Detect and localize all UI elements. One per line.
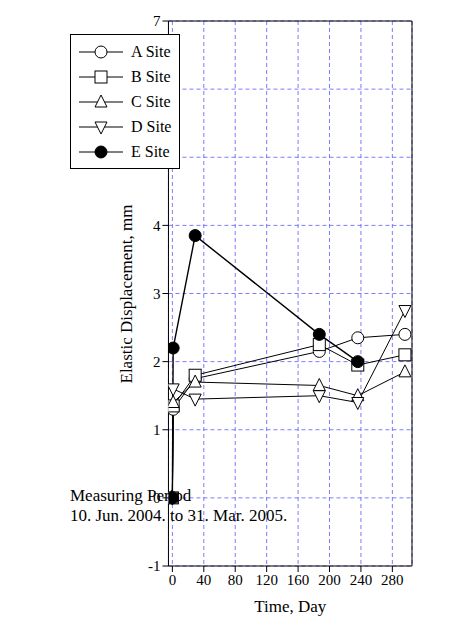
- svg-text:Elastic Displacement, mm: Elastic Displacement, mm: [117, 205, 136, 384]
- svg-text:0: 0: [169, 572, 177, 588]
- svg-text:40: 40: [196, 572, 211, 588]
- svg-text:1: 1: [153, 422, 161, 438]
- svg-text:240: 240: [350, 572, 373, 588]
- svg-text:80: 80: [228, 572, 243, 588]
- svg-text:3: 3: [153, 286, 161, 302]
- svg-text:5: 5: [153, 150, 161, 166]
- svg-text:2: 2: [153, 354, 161, 370]
- svg-text:6: 6: [153, 81, 161, 97]
- svg-text:Time, Day: Time, Day: [254, 597, 327, 616]
- svg-text:200: 200: [318, 572, 341, 588]
- svg-text:120: 120: [255, 572, 278, 588]
- svg-text:-1: -1: [148, 558, 161, 574]
- svg-text:160: 160: [287, 572, 310, 588]
- svg-text:280: 280: [381, 572, 404, 588]
- svg-text:4: 4: [153, 218, 161, 234]
- svg-text:7: 7: [153, 13, 161, 29]
